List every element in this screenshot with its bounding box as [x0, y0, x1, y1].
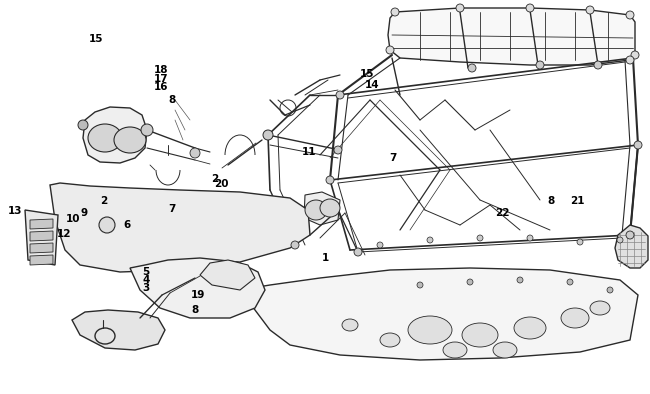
Text: 17: 17 — [154, 74, 168, 84]
Ellipse shape — [631, 51, 639, 59]
Ellipse shape — [526, 4, 534, 12]
Text: 12: 12 — [57, 229, 71, 240]
Ellipse shape — [326, 176, 334, 184]
Text: 3: 3 — [142, 282, 150, 293]
Text: 20: 20 — [214, 179, 228, 190]
Ellipse shape — [536, 61, 544, 69]
Polygon shape — [25, 210, 58, 265]
Ellipse shape — [408, 316, 452, 344]
Ellipse shape — [626, 231, 634, 239]
Ellipse shape — [305, 200, 327, 220]
Ellipse shape — [417, 282, 423, 288]
Text: 18: 18 — [154, 65, 168, 75]
Ellipse shape — [477, 235, 483, 241]
Ellipse shape — [342, 319, 358, 331]
Ellipse shape — [514, 317, 546, 339]
Text: 15: 15 — [89, 33, 103, 44]
Text: 14: 14 — [365, 80, 380, 90]
Text: 1: 1 — [321, 253, 329, 263]
Ellipse shape — [386, 46, 394, 54]
Text: 21: 21 — [570, 196, 584, 206]
Text: 13: 13 — [8, 206, 22, 216]
Ellipse shape — [607, 287, 613, 293]
Text: 15: 15 — [360, 69, 374, 79]
Ellipse shape — [590, 301, 610, 315]
Text: 8: 8 — [191, 305, 199, 316]
Ellipse shape — [561, 308, 589, 328]
Ellipse shape — [354, 248, 362, 256]
Polygon shape — [130, 258, 265, 318]
Polygon shape — [72, 310, 165, 350]
Ellipse shape — [114, 127, 146, 153]
Ellipse shape — [380, 333, 400, 347]
Ellipse shape — [517, 277, 523, 283]
Ellipse shape — [617, 237, 623, 243]
Text: 7: 7 — [389, 152, 397, 163]
Ellipse shape — [456, 4, 464, 12]
Ellipse shape — [427, 237, 433, 243]
Polygon shape — [30, 231, 53, 241]
Ellipse shape — [527, 235, 533, 241]
Ellipse shape — [190, 148, 200, 158]
Text: 22: 22 — [495, 208, 510, 218]
Ellipse shape — [263, 130, 273, 140]
Polygon shape — [50, 183, 310, 272]
Text: 6: 6 — [123, 219, 131, 230]
Polygon shape — [200, 260, 255, 290]
Ellipse shape — [334, 146, 342, 154]
Text: 8: 8 — [547, 196, 555, 206]
Polygon shape — [30, 255, 53, 265]
Ellipse shape — [493, 342, 517, 358]
Text: 9: 9 — [81, 208, 88, 218]
Ellipse shape — [626, 11, 634, 19]
Ellipse shape — [586, 6, 594, 14]
Polygon shape — [304, 192, 340, 225]
Polygon shape — [240, 268, 638, 360]
Ellipse shape — [88, 124, 122, 152]
Ellipse shape — [443, 342, 467, 358]
Text: 10: 10 — [66, 214, 80, 225]
Ellipse shape — [577, 239, 583, 245]
Ellipse shape — [634, 141, 642, 149]
Polygon shape — [83, 107, 147, 163]
Ellipse shape — [320, 199, 340, 217]
Ellipse shape — [99, 217, 115, 233]
Text: 2: 2 — [211, 174, 218, 184]
Ellipse shape — [336, 91, 344, 99]
Ellipse shape — [291, 241, 299, 249]
Text: 5: 5 — [142, 267, 150, 277]
Polygon shape — [30, 243, 53, 253]
Text: 7: 7 — [168, 204, 176, 214]
Text: 4: 4 — [142, 275, 150, 285]
Ellipse shape — [468, 64, 476, 72]
Ellipse shape — [567, 279, 573, 285]
Ellipse shape — [626, 56, 634, 64]
Text: 8: 8 — [168, 95, 176, 106]
Ellipse shape — [462, 323, 498, 347]
Text: 16: 16 — [154, 82, 168, 93]
Ellipse shape — [594, 61, 602, 69]
Text: 11: 11 — [302, 147, 316, 157]
Text: 2: 2 — [100, 196, 108, 206]
Polygon shape — [615, 225, 648, 268]
Ellipse shape — [141, 124, 153, 136]
Polygon shape — [30, 219, 53, 229]
Ellipse shape — [78, 120, 88, 130]
Ellipse shape — [467, 279, 473, 285]
Text: 19: 19 — [191, 290, 205, 300]
Ellipse shape — [377, 242, 383, 248]
Ellipse shape — [391, 8, 399, 16]
Polygon shape — [388, 8, 635, 65]
